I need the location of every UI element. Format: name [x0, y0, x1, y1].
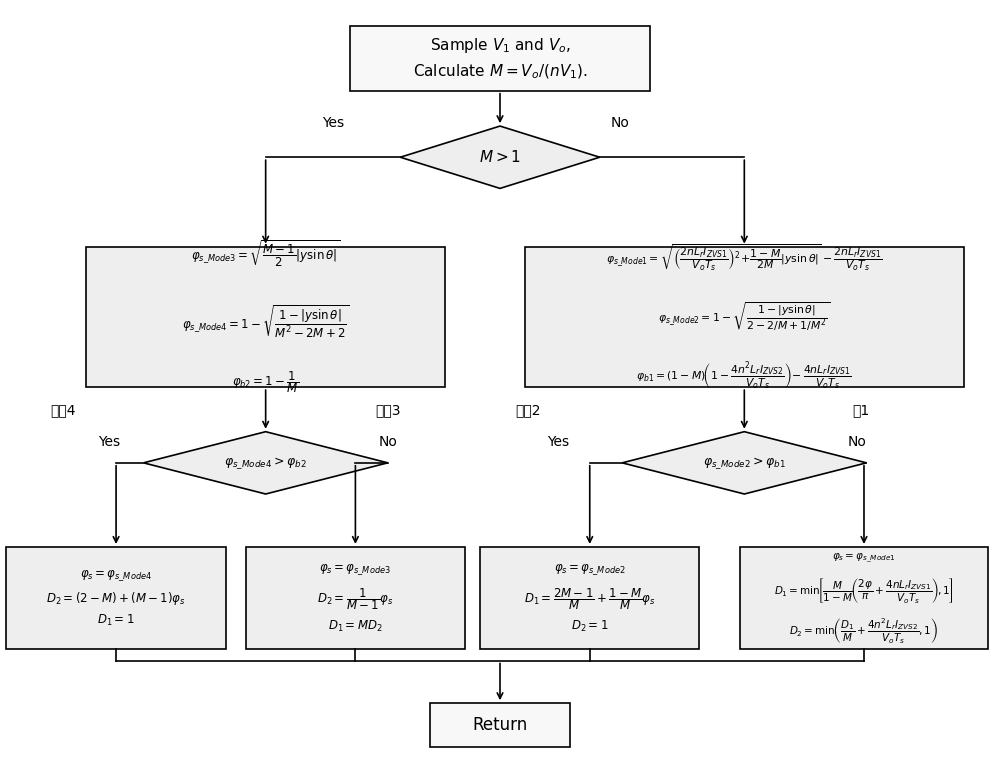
- Text: $\varphi_{s\_Mode1}=\sqrt{\left(\dfrac{2nL_rI_{ZVS1}}{V_oT_s}\right)^2\!+\!\dfra: $\varphi_{s\_Mode1}=\sqrt{\left(\dfrac{2…: [606, 242, 882, 391]
- FancyBboxPatch shape: [6, 547, 226, 649]
- FancyBboxPatch shape: [740, 547, 988, 649]
- Text: $\varphi_s=\varphi_{s\_Mode3}$
$D_2=\dfrac{1}{M-1}\varphi_s$
$D_1=MD_2$: $\varphi_s=\varphi_{s\_Mode3}$ $D_2=\dfr…: [317, 562, 394, 634]
- Text: $\varphi_{s\_Mode4}>\varphi_{b2}$: $\varphi_{s\_Mode4}>\varphi_{b2}$: [224, 455, 307, 471]
- Text: Sample $V_1$ and $V_o$,
Calculate $M=V_o/(nV_1)$.: Sample $V_1$ and $V_o$, Calculate $M=V_o…: [413, 36, 587, 81]
- Polygon shape: [622, 432, 866, 494]
- Text: $\varphi_s=\varphi_{s\_Mode1}$
$D_1=\min\!\left[\dfrac{M}{1-M}\!\left(\dfrac{2\v: $\varphi_s=\varphi_{s\_Mode1}$ $D_1=\min…: [774, 552, 954, 645]
- Text: Yes: Yes: [322, 116, 345, 130]
- FancyBboxPatch shape: [480, 547, 699, 649]
- Text: No: No: [610, 116, 629, 130]
- Text: No: No: [848, 436, 866, 449]
- Text: $M>1$: $M>1$: [479, 150, 521, 166]
- FancyBboxPatch shape: [86, 246, 445, 387]
- Text: $\varphi_s=\varphi_{s\_Mode4}$
$D_2=(2-M)+(M-1)\varphi_s$
$D_1=1$: $\varphi_s=\varphi_{s\_Mode4}$ $D_2=(2-M…: [46, 568, 186, 629]
- Polygon shape: [400, 126, 600, 188]
- Polygon shape: [143, 432, 388, 494]
- Text: Yes: Yes: [98, 436, 120, 449]
- Text: Yes: Yes: [547, 436, 569, 449]
- Text: 樂1: 樂1: [852, 404, 870, 417]
- Text: Return: Return: [472, 716, 528, 734]
- Text: $\varphi_{s\_Mode2}>\varphi_{b1}$: $\varphi_{s\_Mode2}>\varphi_{b1}$: [703, 455, 786, 471]
- Text: No: No: [379, 436, 398, 449]
- Text: $\varphi_{s\_Mode3}=\sqrt{\dfrac{M-1}{2}|y\sin\theta|}$

$\varphi_{s\_Mode4}=1-\: $\varphi_{s\_Mode3}=\sqrt{\dfrac{M-1}{2}…: [182, 239, 350, 394]
- FancyBboxPatch shape: [430, 703, 570, 747]
- Text: $\varphi_s=\varphi_{s\_Mode2}$
$D_1=\dfrac{2M-1}{M}+\dfrac{1-M}{M}\varphi_s$
$D_: $\varphi_s=\varphi_{s\_Mode2}$ $D_1=\dfr…: [524, 562, 656, 634]
- FancyBboxPatch shape: [525, 246, 964, 387]
- Text: 模杁4: 模杁4: [50, 404, 76, 417]
- Text: 模杁3: 模杁3: [376, 404, 401, 417]
- Text: 模杁2: 模杁2: [515, 404, 541, 417]
- FancyBboxPatch shape: [246, 547, 465, 649]
- FancyBboxPatch shape: [350, 26, 650, 91]
